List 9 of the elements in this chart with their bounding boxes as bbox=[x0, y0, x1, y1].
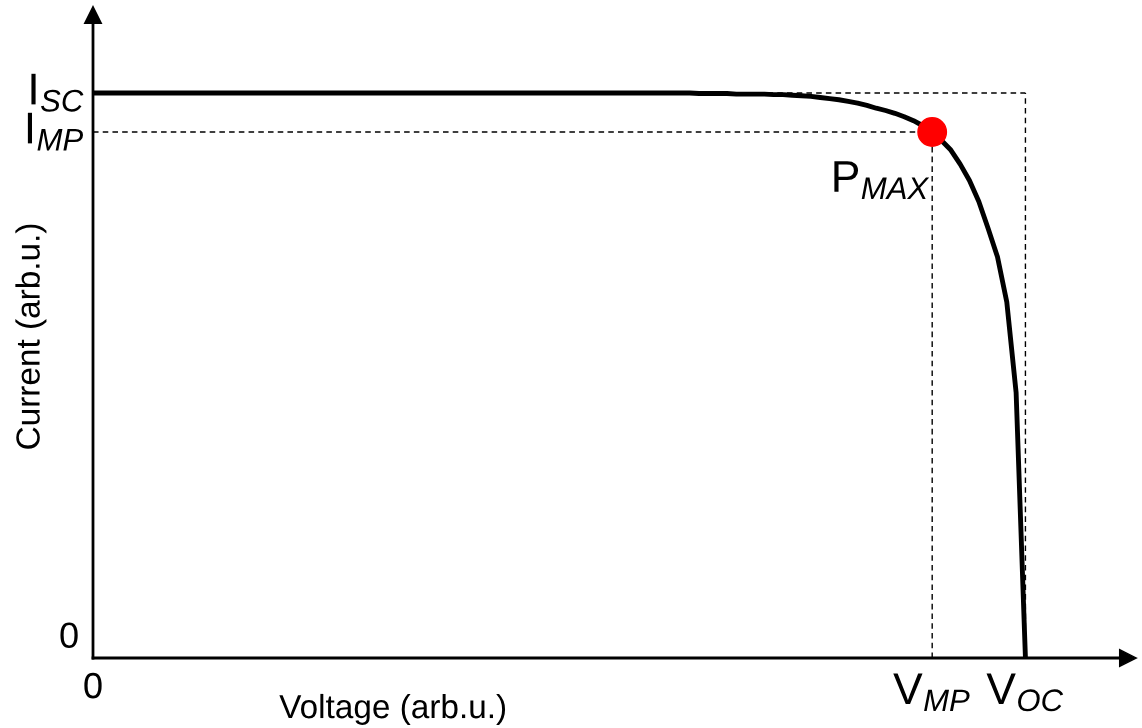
x-tick-label: V$_{MP}$ bbox=[893, 673, 970, 712]
x-tick-label: V$_{OC}$ bbox=[986, 673, 1064, 712]
annotation: I$_{SC}$ bbox=[31, 73, 84, 112]
annotation: P$_{MAX}$ bbox=[834, 161, 930, 199]
annotation: I$_{MP}$ bbox=[27, 112, 84, 151]
x-axis-title: Voltage (arb.u.) bbox=[279, 693, 506, 725]
x-tick-label: 0 bbox=[84, 672, 102, 699]
y-axis-title: Current (arb.u.) bbox=[15, 224, 47, 449]
text: 0 bbox=[60, 622, 78, 649]
